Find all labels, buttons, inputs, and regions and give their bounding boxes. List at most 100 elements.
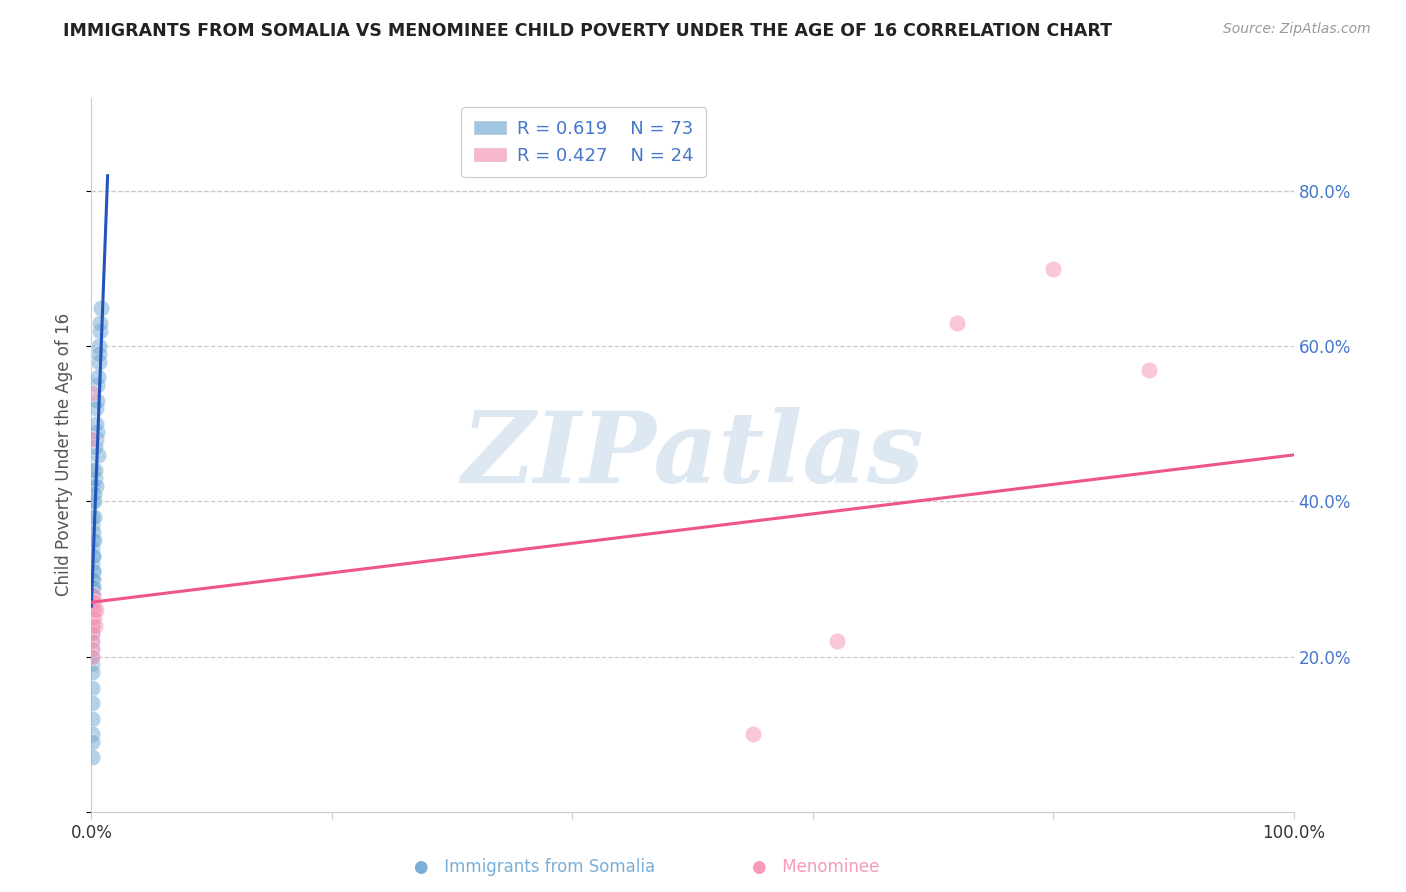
Point — [82, 494, 104, 508]
Point — [82, 657, 104, 672]
Point — [82, 626, 104, 640]
Point — [82, 588, 104, 602]
Point — [82, 572, 104, 586]
Point — [82, 611, 104, 625]
Point — [87, 355, 110, 369]
Point — [82, 580, 104, 594]
Point — [83, 611, 105, 625]
Point — [1042, 261, 1064, 276]
Point — [82, 665, 104, 679]
Point — [82, 564, 104, 578]
Point — [83, 486, 105, 500]
Point — [84, 479, 107, 493]
Point — [82, 588, 104, 602]
Text: ●   Immigrants from Somalia: ● Immigrants from Somalia — [413, 858, 655, 876]
Point — [82, 595, 104, 609]
Point — [82, 603, 104, 617]
Point — [82, 603, 104, 617]
Point — [82, 510, 104, 524]
Point — [87, 370, 110, 384]
Legend: R = 0.619    N = 73, R = 0.427    N = 24: R = 0.619 N = 73, R = 0.427 N = 24 — [461, 107, 706, 178]
Text: ●   Menominee: ● Menominee — [752, 858, 879, 876]
Point — [82, 750, 104, 764]
Point — [82, 618, 104, 632]
Point — [82, 603, 104, 617]
Point — [83, 533, 105, 548]
Point — [1137, 362, 1160, 376]
Point — [82, 385, 104, 400]
Point — [82, 549, 104, 563]
Point — [80, 595, 103, 609]
Point — [80, 611, 103, 625]
Point — [84, 417, 107, 431]
Point — [82, 595, 104, 609]
Point — [82, 580, 104, 594]
Point — [83, 595, 105, 609]
Text: IMMIGRANTS FROM SOMALIA VS MENOMINEE CHILD POVERTY UNDER THE AGE OF 16 CORRELATI: IMMIGRANTS FROM SOMALIA VS MENOMINEE CHI… — [63, 22, 1112, 40]
Point — [80, 634, 103, 648]
Point — [82, 611, 104, 625]
Point — [86, 378, 108, 392]
Point — [82, 603, 104, 617]
Point — [80, 479, 103, 493]
Point — [82, 634, 104, 648]
Point — [89, 316, 111, 330]
Point — [82, 641, 104, 656]
Point — [83, 494, 105, 508]
Point — [89, 324, 111, 338]
Point — [82, 618, 104, 632]
Point — [82, 626, 104, 640]
Point — [82, 649, 104, 664]
Point — [82, 727, 104, 741]
Point — [89, 339, 111, 353]
Point — [87, 347, 110, 361]
Point — [82, 712, 104, 726]
Point — [84, 433, 107, 447]
Point — [82, 549, 104, 563]
Point — [82, 696, 104, 710]
Point — [82, 603, 104, 617]
Point — [82, 735, 104, 749]
Point — [82, 557, 104, 571]
Y-axis label: Child Poverty Under the Age of 16: Child Poverty Under the Age of 16 — [55, 313, 73, 597]
Point — [82, 626, 104, 640]
Point — [82, 641, 104, 656]
Point — [82, 517, 104, 532]
Point — [82, 595, 104, 609]
Point — [84, 618, 107, 632]
Point — [82, 588, 104, 602]
Point — [825, 634, 848, 648]
Point — [87, 448, 110, 462]
Point — [82, 618, 104, 632]
Point — [84, 440, 107, 454]
Point — [82, 572, 104, 586]
Point — [83, 603, 105, 617]
Point — [82, 541, 104, 555]
Point — [82, 595, 104, 609]
Point — [82, 580, 104, 594]
Point — [82, 595, 104, 609]
Point — [82, 572, 104, 586]
Point — [83, 510, 105, 524]
Point — [84, 471, 107, 485]
Point — [82, 595, 104, 609]
Point — [82, 580, 104, 594]
Point — [83, 463, 105, 477]
Point — [82, 533, 104, 548]
Point — [82, 525, 104, 540]
Text: Source: ZipAtlas.com: Source: ZipAtlas.com — [1223, 22, 1371, 37]
Point — [946, 316, 969, 330]
Point — [82, 603, 104, 617]
Point — [90, 301, 112, 315]
Point — [86, 425, 108, 439]
Point — [82, 564, 104, 578]
Point — [82, 681, 104, 695]
Point — [82, 463, 104, 477]
Point — [80, 611, 103, 625]
Point — [82, 588, 104, 602]
Text: ZIPatlas: ZIPatlas — [461, 407, 924, 503]
Point — [741, 727, 763, 741]
Point — [82, 433, 104, 447]
Point — [82, 588, 104, 602]
Point — [86, 401, 108, 416]
